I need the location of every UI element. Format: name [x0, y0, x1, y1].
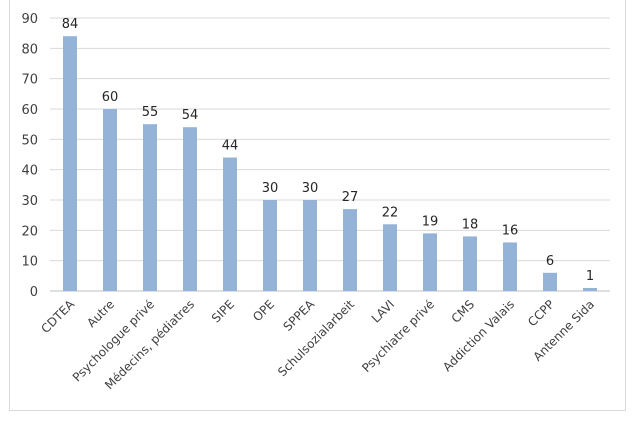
bar [503, 242, 517, 291]
bar [583, 287, 597, 291]
category-label: CMS [449, 297, 478, 326]
bar [63, 36, 77, 292]
bar [223, 157, 237, 291]
category-label: SIPE [209, 297, 237, 325]
category-label: OPE [250, 297, 277, 324]
y-axis-ticks: 0 10 20 30 40 50 60 70 80 90 [21, 12, 38, 300]
data-labels: 84 60 55 54 44 30 30 27 22 19 18 16 6 1 [62, 17, 594, 284]
bar-value-label: 1 [586, 269, 594, 284]
y-tick-label: 80 [21, 42, 38, 57]
bar-value-label: 19 [422, 214, 439, 229]
bar [423, 233, 437, 291]
category-label: Psychiatre privé [359, 297, 437, 375]
bar-value-label: 55 [142, 105, 159, 120]
y-tick-label: 10 [21, 255, 38, 270]
y-tick-label: 90 [21, 12, 38, 27]
category-label: CDTEA [38, 297, 77, 336]
bar-value-label: 60 [102, 90, 119, 105]
category-label: Autre [84, 297, 117, 330]
bar [383, 224, 397, 291]
bar [463, 236, 477, 291]
y-tick-label: 0 [30, 285, 38, 300]
bar-value-label: 30 [302, 181, 319, 196]
bar-value-label: 54 [182, 108, 199, 123]
y-tick-label: 50 [21, 133, 38, 148]
bar-value-label: 6 [546, 254, 554, 269]
bar-value-label: 44 [222, 139, 239, 154]
chart-frame [9, 0, 626, 411]
category-label: Schulsozialarbeit [275, 297, 357, 379]
category-label: SPPEA [280, 297, 317, 334]
bar-value-label: 84 [62, 17, 79, 32]
y-tick-label: 30 [21, 194, 38, 209]
category-label: Addiction Valais [440, 297, 517, 374]
bar [143, 124, 157, 292]
bar-value-label: 16 [502, 223, 519, 238]
y-tick-label: 40 [21, 164, 38, 179]
bar [183, 127, 197, 291]
bar-value-label: 30 [262, 181, 279, 196]
y-tick-label: 60 [21, 103, 38, 118]
bar-value-label: 27 [342, 190, 359, 205]
bar-value-label: 22 [382, 205, 399, 220]
y-tick-label: 20 [21, 224, 38, 239]
bars [63, 36, 597, 292]
y-tick-label: 70 [21, 73, 38, 88]
bar [103, 109, 117, 291]
category-label: CCPP [525, 297, 557, 329]
bar [543, 272, 557, 291]
category-label: LAVI [369, 297, 397, 325]
bar [343, 209, 357, 291]
gridlines [50, 17, 610, 292]
bar [303, 200, 317, 291]
bar [263, 200, 277, 291]
bar-value-label: 18 [462, 217, 479, 232]
